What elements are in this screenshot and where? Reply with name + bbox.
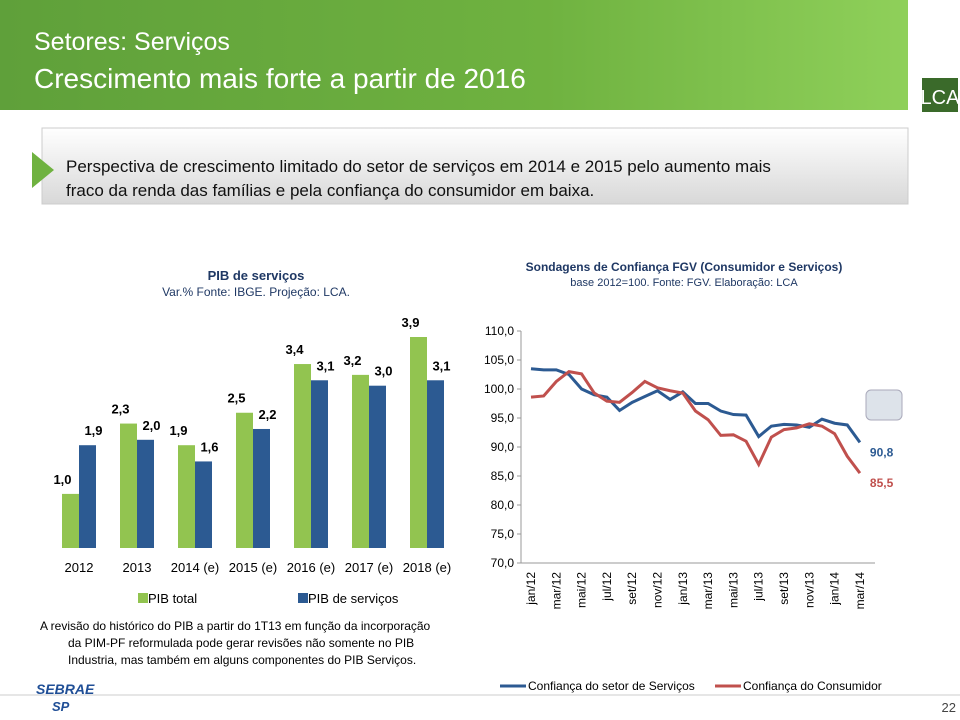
logo: LCA xyxy=(921,87,960,109)
data-label: 85,5 xyxy=(870,476,894,490)
legend-label: PIB de serviços xyxy=(308,591,399,606)
data-label: 3,9 xyxy=(401,315,419,330)
x-tick-label: 2018 (e) xyxy=(403,560,451,575)
data-label: 3,1 xyxy=(316,358,334,373)
x-tick-label: jan/12 xyxy=(524,572,538,606)
bar xyxy=(195,461,212,548)
y-tick-label: 85,0 xyxy=(491,469,515,483)
data-label: 1,9 xyxy=(84,423,102,438)
bar xyxy=(427,380,444,548)
footer-logo: SEBRAE xyxy=(36,681,95,697)
bar xyxy=(137,439,154,548)
data-label: 1,6 xyxy=(200,439,218,454)
data-label: 3,1 xyxy=(432,358,450,373)
page-number: 22 xyxy=(942,700,956,715)
x-tick-label: mar/14 xyxy=(853,572,867,610)
y-tick-label: 95,0 xyxy=(491,411,515,425)
chart-subtitle: Var.% Fonte: IBGE. Projeção: LCA. xyxy=(162,285,350,299)
data-label: 2,5 xyxy=(227,391,245,406)
chart-subtitle: base 2012=100. Fonte: FGV. Elaboração: L… xyxy=(570,277,798,289)
data-label: 3,2 xyxy=(343,353,361,368)
y-tick-label: 90,0 xyxy=(491,440,515,454)
data-label: 1,9 xyxy=(169,423,187,438)
callout-box xyxy=(41,127,909,205)
legend-label: PIB total xyxy=(148,591,197,606)
x-tick-label: jan/13 xyxy=(676,572,690,606)
x-tick-label: 2016 (e) xyxy=(287,560,335,575)
x-tick-label: jan/14 xyxy=(828,572,842,606)
bar xyxy=(178,445,195,548)
x-tick-label: mar/12 xyxy=(549,572,563,610)
data-label: 90,8 xyxy=(870,445,894,459)
bar xyxy=(253,428,270,548)
note: Industria, mas também em alguns componen… xyxy=(68,653,416,667)
x-tick-label: nov/13 xyxy=(802,572,816,608)
line xyxy=(530,370,862,475)
bar xyxy=(294,364,311,548)
data-label: 1,0 xyxy=(53,472,71,487)
legend-swatch xyxy=(138,593,148,603)
y-tick-label: 110,0 xyxy=(485,324,514,338)
data-label: 3,4 xyxy=(285,342,304,357)
x-tick-label: mai/13 xyxy=(726,572,740,608)
x-tick-label: set/12 xyxy=(625,572,639,605)
data-label: 2,3 xyxy=(111,402,129,417)
y-tick-label: 100,0 xyxy=(484,382,514,396)
legend-label: Confiança do Consumidor xyxy=(743,679,882,693)
bar xyxy=(410,337,427,548)
bar xyxy=(352,374,369,548)
y-tick-label: 80,0 xyxy=(491,498,515,512)
legend-label: Confiança do setor de Serviços xyxy=(528,679,695,693)
y-tick-label: 70,0 xyxy=(491,556,515,570)
title: Crescimento mais forte a partir de 2016 xyxy=(34,63,526,94)
x-tick-label: 2015 (e) xyxy=(229,560,277,575)
x-tick-label: mar/13 xyxy=(701,572,715,610)
y-tick-label: 105,0 xyxy=(484,353,514,367)
line xyxy=(530,367,862,444)
bar xyxy=(236,412,253,548)
kicker: Setores: Serviços xyxy=(34,28,230,56)
callout-text: fraco da renda das famílias e pela confi… xyxy=(66,181,594,200)
chart-title: PIB de serviços xyxy=(208,268,305,283)
y-tick-label: 75,0 xyxy=(491,527,515,541)
header-band xyxy=(0,0,908,110)
callout-text: Perspectiva de crescimento limitado do s… xyxy=(66,157,771,176)
chart-title: Sondagens de Confiança FGV (Consumidor e… xyxy=(526,260,843,274)
note: A revisão do histórico do PIB a partir d… xyxy=(40,619,431,633)
x-tick-label: 2014 (e) xyxy=(171,560,219,575)
bar xyxy=(79,445,96,548)
legend-swatch xyxy=(298,593,308,603)
bar xyxy=(369,385,386,548)
icon xyxy=(865,389,903,421)
x-tick-label: 2017 (e) xyxy=(345,560,393,575)
footer-logo: SP xyxy=(52,699,70,714)
bar xyxy=(311,380,328,548)
bar xyxy=(62,493,79,548)
data-label: 2,2 xyxy=(258,407,276,422)
note: da PIM-PF reformulada pode gerar revisõe… xyxy=(68,636,414,650)
x-tick-label: jul/13 xyxy=(752,572,766,602)
x-tick-label: 2013 xyxy=(123,560,152,575)
x-tick-label: mai/12 xyxy=(575,572,589,608)
data-label: 3,0 xyxy=(374,364,392,379)
x-tick-label: nov/12 xyxy=(651,572,665,608)
bar xyxy=(120,423,137,548)
x-tick-label: set/13 xyxy=(777,572,791,605)
x-tick-label: jul/12 xyxy=(600,572,614,602)
x-tick-label: 2012 xyxy=(65,560,94,575)
logo-box xyxy=(922,78,958,112)
callout-arrow xyxy=(32,152,54,188)
data-label: 2,0 xyxy=(142,418,160,433)
